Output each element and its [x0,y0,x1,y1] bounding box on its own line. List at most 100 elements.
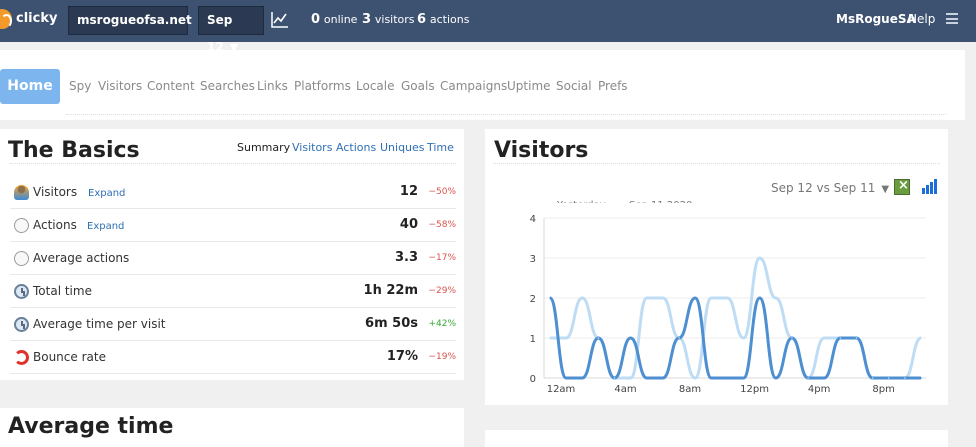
site-selector-label: msrogueofsa.net [77,13,192,27]
help-link[interactable]: Help [908,12,936,26]
nav-social[interactable]: Social [556,79,592,93]
online-label: online [323,13,358,26]
actions-change: −58% [428,220,456,230]
visitors-change: −50% [428,187,456,197]
mouse-icon [11,215,32,236]
series-yesterday-point [549,297,551,299]
actions-stat[interactable]: 6 actions [417,12,469,27]
tab-uniques[interactable]: Uniques [380,141,425,154]
excel-export-icon[interactable] [894,178,910,195]
basics-row-average-time[interactable]: Average time per visit 6m 50s +42% [10,308,456,341]
series-yesterday-point [920,377,922,379]
series-sep-11-point [839,337,842,339]
basics-row-bounce-rate[interactable]: Bounce rate 17% −19% [10,341,456,374]
date-selector[interactable]: Sep 12 ▼ [198,6,264,54]
nav-locale[interactable]: Locale [356,79,395,93]
series-sep-11-point [565,337,567,339]
basics-row-total-time[interactable]: Total time 1h 22m −29% [10,275,456,308]
series-sep-11-point [710,297,713,299]
series-yesterday-point [710,377,713,379]
nav-links[interactable]: Links [257,79,288,93]
series-sep-11-point [613,377,616,379]
hamburger-menu-icon[interactable] [946,13,958,24]
series-sep-11-point [920,337,922,339]
total-time-value: 1h 22m [363,283,418,298]
nav-home[interactable]: Home [0,69,60,104]
y-tick-label: 1 [530,334,536,345]
tab-time[interactable]: Time [427,141,454,154]
average-time-label: Average time per visit [33,317,166,331]
nav-prefs[interactable]: Prefs [598,79,628,93]
tab-visitors[interactable]: Visitors [292,141,333,154]
average-time-value: 6m 50s [365,316,418,331]
series-sep-11-point [871,377,874,379]
series-sep-11-point [549,337,551,339]
nav-spy[interactable]: Spy [69,79,92,93]
y-tick-label: 2 [530,294,536,305]
nav-goals[interactable]: Goals [401,79,435,93]
x-tick-label: 8am [679,384,701,395]
bar-chart-icon[interactable] [921,179,937,195]
basics-title-divider [10,163,456,164]
actions-label: actions [429,13,470,26]
total-time-change: −29% [428,286,456,296]
clock-icon [14,317,29,332]
series-sep-11-point [855,337,858,339]
series-sep-11-point [597,337,600,339]
user-link[interactable]: MsRogueSA [836,12,916,26]
x-tick-label: 4pm [808,384,830,395]
series-yesterday-point [823,377,826,379]
series-sep-11-point [887,377,890,379]
bounce-icon [14,350,29,365]
series-yesterday-point [742,377,745,379]
average-time-panel: Average time [0,408,464,447]
visitors-stat[interactable]: 3 visitors [362,12,415,27]
site-selector[interactable]: msrogueofsa.net▼ [68,6,206,35]
brand-name[interactable]: clicky [16,11,58,26]
x-tick-label: 4am [614,384,636,395]
y-tick-label: 3 [530,254,536,265]
nav-visitors[interactable]: Visitors [98,79,143,93]
series-sep-11-point [758,257,761,259]
x-tick-label: 12pm [740,384,769,395]
series-yesterday-point [726,377,729,379]
total-time-label: Total time [33,284,92,298]
nav-content[interactable]: Content [147,79,195,93]
online-count: 0 [311,12,321,27]
comparison-label: Sep 12 vs Sep 11 [771,181,876,195]
online-stat[interactable]: 0 online [311,12,357,27]
chart-icon[interactable] [271,11,289,28]
clock-icon [14,284,29,299]
nav-uptime[interactable]: Uptime [507,79,551,93]
actions-value: 40 [399,217,418,232]
series-sep-11-point [581,297,584,299]
y-tick-label: 0 [530,374,536,385]
series-sep-11-point [629,377,632,379]
nav-searches[interactable]: Searches [200,79,255,93]
visitors-panel-title: Visitors [494,138,589,163]
tab-summary[interactable]: Summary [237,141,291,154]
top-header: clicky msrogueofsa.net▼ Sep 12▼ 0 online… [0,0,976,54]
series-yesterday-point [645,377,648,379]
tab-actions[interactable]: Actions [336,141,377,154]
nav-platforms[interactable]: Platforms [294,79,351,93]
basics-row-average-actions[interactable]: Average actions 3.3 −17% [10,242,456,275]
visitors-label: Visitors [33,185,78,199]
bounce-rate-label: Bounce rate [33,350,106,364]
actions-expand-link[interactable]: Expand [87,221,125,232]
nav-campaigns[interactable]: Campaigns [440,79,508,93]
twitter-panel [485,430,948,447]
basics-row-actions[interactable]: Actions Expand 40 −58% [10,209,456,242]
clicky-logo-icon[interactable] [0,9,12,29]
comparison-selector[interactable]: Sep 12 vs Sep 11 ▼ [771,181,889,195]
mouse-icon [11,248,32,269]
series-sep-11-point [645,297,648,299]
nav-divider [66,114,946,115]
series-yesterday-point [662,377,664,379]
visitors-expand-link[interactable]: Expand [88,188,126,199]
series-yesterday-point [694,297,696,299]
series-sep-11-point [662,297,664,299]
average-time-title: Average time [8,414,174,439]
basics-row-visitors[interactable]: Visitors Expand 12 −50% [10,176,456,209]
chart-plot-area [541,203,929,385]
